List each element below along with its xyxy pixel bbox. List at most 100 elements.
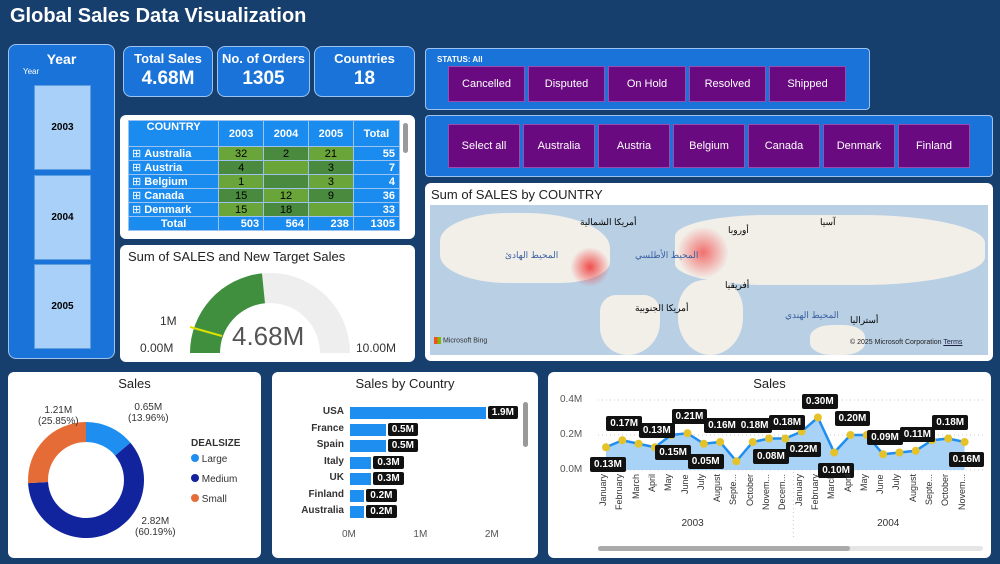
data-label: 0.11M	[899, 426, 935, 442]
data-point	[895, 448, 904, 457]
map-label: أمريكا الشمالية	[580, 217, 637, 227]
value-cell: 4	[352, 174, 401, 189]
kpi-total-sales: Total Sales 4.68M	[123, 46, 213, 97]
bar-data-label: 0.3M	[373, 455, 404, 469]
x-tick-label: October	[744, 474, 755, 507]
data-label: 0.08M	[753, 448, 789, 464]
world-map[interactable]: أمريكا الشمالية المحيط الهادئ المحيط الأ…	[430, 205, 988, 355]
bar-finland	[350, 489, 365, 502]
status-shipped[interactable]: Shipped	[769, 66, 846, 102]
x-tick-label: January	[598, 474, 608, 507]
slice-label-large: 0.65M (13.96%)	[128, 402, 169, 424]
data-label: 0.15M	[655, 445, 691, 460]
expand-icon[interactable]: ⊞	[132, 162, 145, 174]
col-header[interactable]: 2003	[218, 120, 265, 147]
status-slicer: STATUS: All Cancelled Disputed On Hold R…	[425, 48, 870, 110]
data-label: 0.18M	[932, 414, 969, 430]
gauge	[189, 273, 350, 353]
value-cell: 7	[352, 160, 401, 175]
data-point	[732, 457, 741, 466]
line-scrollbar-thumb[interactable]	[598, 546, 850, 551]
bar-scrollbar[interactable]	[523, 402, 528, 447]
x-tick-label: May	[663, 474, 674, 492]
year-option-2005[interactable]: 2005	[34, 264, 91, 349]
data-label: 0.13M	[638, 423, 675, 439]
slice-label-medium: 2.82M (60.19%)	[135, 516, 176, 538]
status-on-hold[interactable]: On Hold	[608, 66, 686, 102]
heat-spot-usa	[570, 247, 610, 287]
total-cell: 503	[218, 216, 265, 231]
value-cell: 18	[263, 202, 309, 217]
col-header-country[interactable]: COUNTRY	[127, 120, 220, 147]
country-cell: ⊞ Denmark	[127, 202, 220, 217]
x-tick-label: February	[809, 474, 820, 511]
bar-data-label: 0.2M	[366, 488, 397, 502]
status-resolved[interactable]: Resolved	[689, 66, 766, 102]
data-label: 0.16M	[948, 452, 985, 467]
bar-data-label: 0.5M	[387, 439, 418, 452]
kpi-value: 1305	[242, 68, 285, 89]
data-label: 0.21M	[671, 409, 708, 425]
table-row[interactable]: ⊞ Canada 15 12 9 36	[127, 188, 401, 203]
country-belgium[interactable]: Belgium	[673, 124, 745, 168]
matrix-card: COUNTRY 2003 2004 2005 Total ⊞ Australia…	[120, 115, 415, 239]
value-cell: 15	[218, 202, 265, 217]
y-tick-label: 0.2M	[560, 429, 583, 440]
slice-pct: (25.85%)	[38, 416, 79, 427]
country-finland[interactable]: Finland	[898, 124, 970, 168]
country-austria[interactable]: Austria	[598, 124, 670, 168]
country-australia[interactable]: Australia	[523, 124, 595, 168]
table-row[interactable]: ⊞ Austria 4 3 7	[127, 160, 401, 175]
value-cell	[263, 174, 309, 189]
expand-icon[interactable]: ⊞	[132, 190, 145, 202]
copyright-text: © 2025 Microsoft Corporation	[850, 339, 942, 346]
expand-icon[interactable]: ⊞	[132, 204, 145, 216]
gauge-max: 10.00M	[356, 341, 397, 355]
data-point	[748, 438, 757, 446]
matrix-scrollbar[interactable]	[403, 123, 408, 153]
data-point	[765, 434, 773, 443]
year-option-2003[interactable]: 2003	[34, 85, 91, 170]
x-tick-label: Decem...	[777, 474, 788, 511]
total-cell: 564	[263, 216, 309, 231]
gauge-card: Sum of SALES and New Target Sales 4.68M …	[120, 245, 415, 362]
country-canada[interactable]: Canada	[748, 124, 820, 168]
y-tick-label: 0.4M	[560, 394, 583, 405]
bar-france	[350, 423, 386, 436]
col-header[interactable]: 2004	[263, 120, 309, 147]
kpi-value: 18	[353, 68, 376, 89]
status-disputed[interactable]: Disputed	[528, 66, 605, 102]
table-row[interactable]: ⊞ Denmark 15 18 33	[127, 202, 401, 217]
col-header[interactable]: 2005	[307, 120, 354, 147]
gauge-target: 1M	[160, 314, 177, 328]
value-cell	[263, 160, 309, 175]
value-cell: 1	[218, 174, 265, 189]
donut-slice-small	[28, 422, 86, 484]
country-select-all[interactable]: Select all	[448, 124, 520, 168]
map-copyright: © 2025 Microsoft Corporation Terms	[850, 339, 962, 346]
col-header[interactable]: Total	[352, 120, 401, 147]
data-point	[846, 431, 855, 439]
terms-link[interactable]: Terms	[943, 339, 963, 346]
page-title: Global Sales Data Visualization	[10, 5, 307, 27]
legend-label: Medium	[201, 474, 238, 485]
data-point	[879, 450, 888, 459]
data-label: 0.22M	[785, 441, 822, 457]
data-label: 0.13M	[590, 457, 626, 473]
table-row[interactable]: ⊞ Australia 32 2 21 55	[127, 146, 401, 161]
bar-data-label: 1.9M	[487, 406, 518, 419]
country-denmark[interactable]: Denmark	[823, 124, 895, 168]
table-row[interactable]: ⊞ Belgium 1 3 4	[127, 174, 401, 189]
expand-icon[interactable]: ⊞	[132, 176, 145, 188]
data-point	[618, 436, 627, 445]
map-label: أستراليا	[850, 315, 879, 325]
col-header-label: COUNTRY	[146, 121, 201, 133]
year-option-2004[interactable]: 2004	[34, 175, 91, 260]
map-label: أفريقيا	[725, 280, 750, 290]
expand-icon[interactable]: ⊞	[132, 148, 145, 160]
line-scrollbar[interactable]	[598, 546, 983, 551]
kpi-value: 4.68M	[141, 68, 195, 89]
legend-item: Medium	[191, 474, 237, 485]
status-cancelled[interactable]: Cancelled	[448, 66, 525, 102]
value-cell	[307, 202, 354, 217]
